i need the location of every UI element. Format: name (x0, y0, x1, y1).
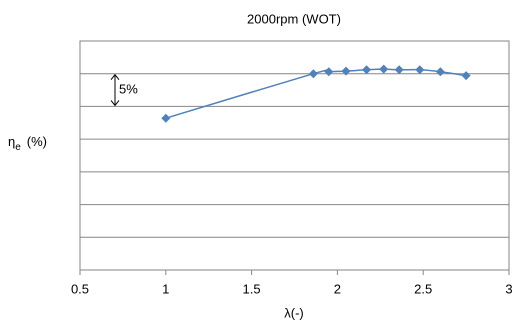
x-tick-label: 2 (334, 281, 341, 296)
y-symbol: η (8, 134, 15, 149)
data-point (324, 67, 334, 77)
data-point (394, 65, 404, 75)
data-point (362, 65, 372, 75)
data-point (461, 71, 471, 81)
data-point (161, 113, 171, 123)
x-tick-label: 1 (162, 281, 169, 296)
data-point (415, 65, 425, 75)
y-subscript: e (15, 142, 21, 153)
x-tick-label: 0.5 (71, 281, 89, 296)
x-tick-label: 1.5 (243, 281, 261, 296)
chart-title: 2000rpm (WOT) (247, 11, 341, 26)
plot-frame (79, 40, 510, 271)
y-unit: (%) (27, 134, 47, 149)
annotation-label: 5% (119, 82, 138, 97)
data-point (379, 64, 389, 74)
data-point (341, 66, 351, 76)
x-axis-label: λ(-) (284, 305, 304, 320)
series-line (165, 68, 467, 119)
arrow-head (110, 100, 120, 107)
x-tick-label: 2.5 (414, 281, 432, 296)
arrow-head (110, 73, 120, 81)
data-point (308, 69, 318, 79)
x-tick-label: 3 (505, 281, 512, 296)
data-point (435, 67, 445, 77)
y-axis-label: ηe (%) (8, 134, 47, 152)
